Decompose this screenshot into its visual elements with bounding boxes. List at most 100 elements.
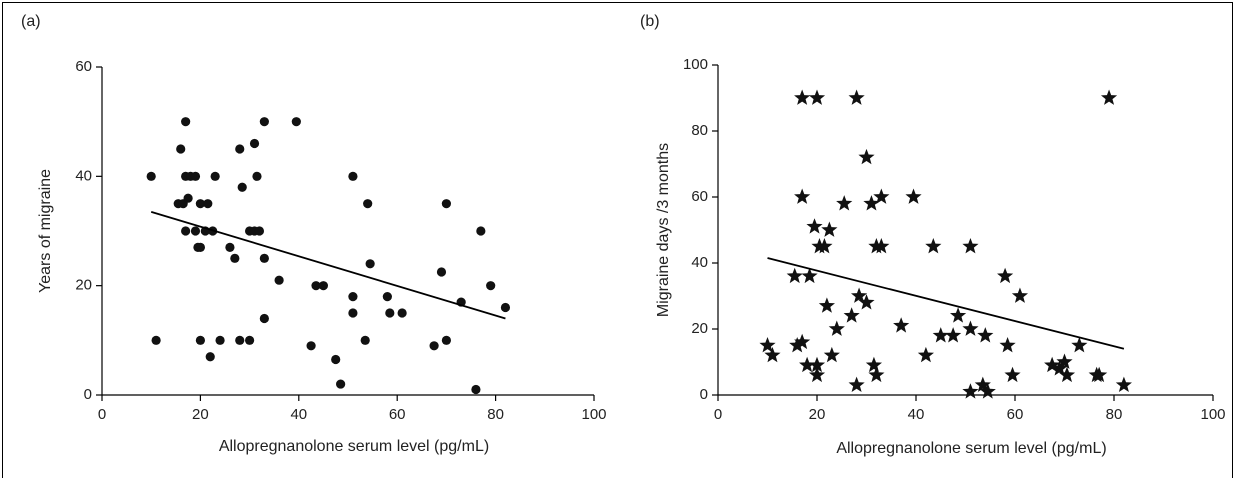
trend-line xyxy=(767,257,1125,350)
x-tick-label: 60 xyxy=(1007,406,1024,423)
data-point-star xyxy=(977,327,994,343)
data-point xyxy=(245,335,255,345)
data-point xyxy=(205,352,215,362)
x-axis-title: Allopregnanolone serum level (pg/mL) xyxy=(219,438,489,455)
data-point-star xyxy=(836,195,853,211)
x-tick-label: 80 xyxy=(1106,406,1123,423)
x-tick-label: 100 xyxy=(1200,406,1225,423)
data-point xyxy=(237,182,247,192)
data-point xyxy=(476,226,486,236)
data-point xyxy=(336,379,346,389)
y-tick-label: 80 xyxy=(691,122,708,139)
data-point-star xyxy=(999,337,1016,353)
x-tick-label: 40 xyxy=(908,406,925,423)
data-point-star xyxy=(848,376,865,392)
figure-border xyxy=(2,2,1233,478)
data-point xyxy=(181,226,191,236)
data-point xyxy=(230,253,240,263)
data-point-star xyxy=(945,327,962,343)
data-point-star xyxy=(799,356,816,373)
y-tick-label: 100 xyxy=(683,56,708,73)
data-point xyxy=(259,117,269,127)
data-point-star xyxy=(1051,360,1068,376)
x-tick-label: 20 xyxy=(809,406,826,423)
data-point-star xyxy=(962,238,979,254)
y-tick-label: 60 xyxy=(691,188,708,205)
y-tick-label: 40 xyxy=(75,167,92,184)
data-point-star xyxy=(843,307,860,323)
data-point-star xyxy=(997,267,1014,284)
x-tick-label: 20 xyxy=(192,406,209,423)
data-point xyxy=(441,199,451,209)
data-point-star xyxy=(949,307,967,323)
data-point xyxy=(190,226,201,236)
data-point-star xyxy=(873,188,890,204)
data-point xyxy=(181,117,191,127)
data-point xyxy=(225,242,235,252)
data-point xyxy=(259,313,269,324)
y-axis-title: Years of migraine xyxy=(37,169,54,293)
trend-line xyxy=(150,211,506,320)
data-point xyxy=(259,253,269,263)
data-point-star xyxy=(801,267,818,284)
chart-panel-a: (a) 0 20 40 60 80 100 0 20 40 60 Allopregnanolone s… xyxy=(21,13,607,455)
data-point-star xyxy=(806,218,823,234)
data-point-star xyxy=(917,346,934,363)
data-point xyxy=(360,335,370,345)
data-point-star xyxy=(1071,337,1088,353)
x-tick-label: 40 xyxy=(290,406,307,423)
data-point xyxy=(254,226,265,236)
data-point xyxy=(429,341,439,351)
data-point xyxy=(500,302,511,313)
data-point-star xyxy=(865,356,883,373)
data-point xyxy=(441,335,451,345)
data-point-star xyxy=(759,337,776,353)
data-point xyxy=(306,341,316,351)
data-point-star xyxy=(808,89,826,105)
data-point-star xyxy=(858,148,875,165)
data-point xyxy=(195,242,205,252)
x-tick-label: 0 xyxy=(714,406,722,423)
y-tick-label: 0 xyxy=(84,386,92,403)
data-point xyxy=(348,292,358,302)
panel-label: (b) xyxy=(640,13,660,30)
y-tick-label: 40 xyxy=(691,254,708,271)
data-point-star xyxy=(808,366,826,383)
data-point-star xyxy=(818,297,835,313)
data-point-star xyxy=(808,356,826,373)
x-tick-label: 80 xyxy=(487,406,504,423)
data-point xyxy=(235,144,245,154)
data-point xyxy=(348,308,358,318)
data-point-star xyxy=(828,320,845,336)
data-point-star xyxy=(789,337,806,353)
data-point xyxy=(363,199,373,209)
data-point xyxy=(235,335,245,345)
data-point xyxy=(274,275,284,285)
y-tick-label: 20 xyxy=(691,320,708,337)
data-point-star xyxy=(1004,366,1021,383)
data-point-star xyxy=(823,346,840,363)
data-point-star xyxy=(905,188,922,204)
x-tick-label: 100 xyxy=(581,406,606,423)
data-point-star xyxy=(1091,366,1108,383)
data-point-star xyxy=(1056,353,1073,369)
data-point xyxy=(210,171,220,181)
x-tick-label: 60 xyxy=(389,406,406,423)
data-point-star xyxy=(786,267,803,284)
data-point-star xyxy=(794,89,811,105)
data-point xyxy=(311,281,321,291)
data-point xyxy=(382,292,392,302)
data-point xyxy=(318,281,328,291)
data-point-star xyxy=(863,195,880,211)
data-point xyxy=(291,117,301,127)
data-point xyxy=(203,199,213,209)
data-point-star xyxy=(764,346,781,363)
data-point-star xyxy=(1058,366,1076,383)
data-point xyxy=(215,335,225,345)
data-point-star xyxy=(979,383,996,399)
y-tick-label: 60 xyxy=(75,58,92,75)
data-point-star xyxy=(925,238,942,254)
data-point-star xyxy=(868,366,885,383)
data-point-star xyxy=(850,287,868,303)
